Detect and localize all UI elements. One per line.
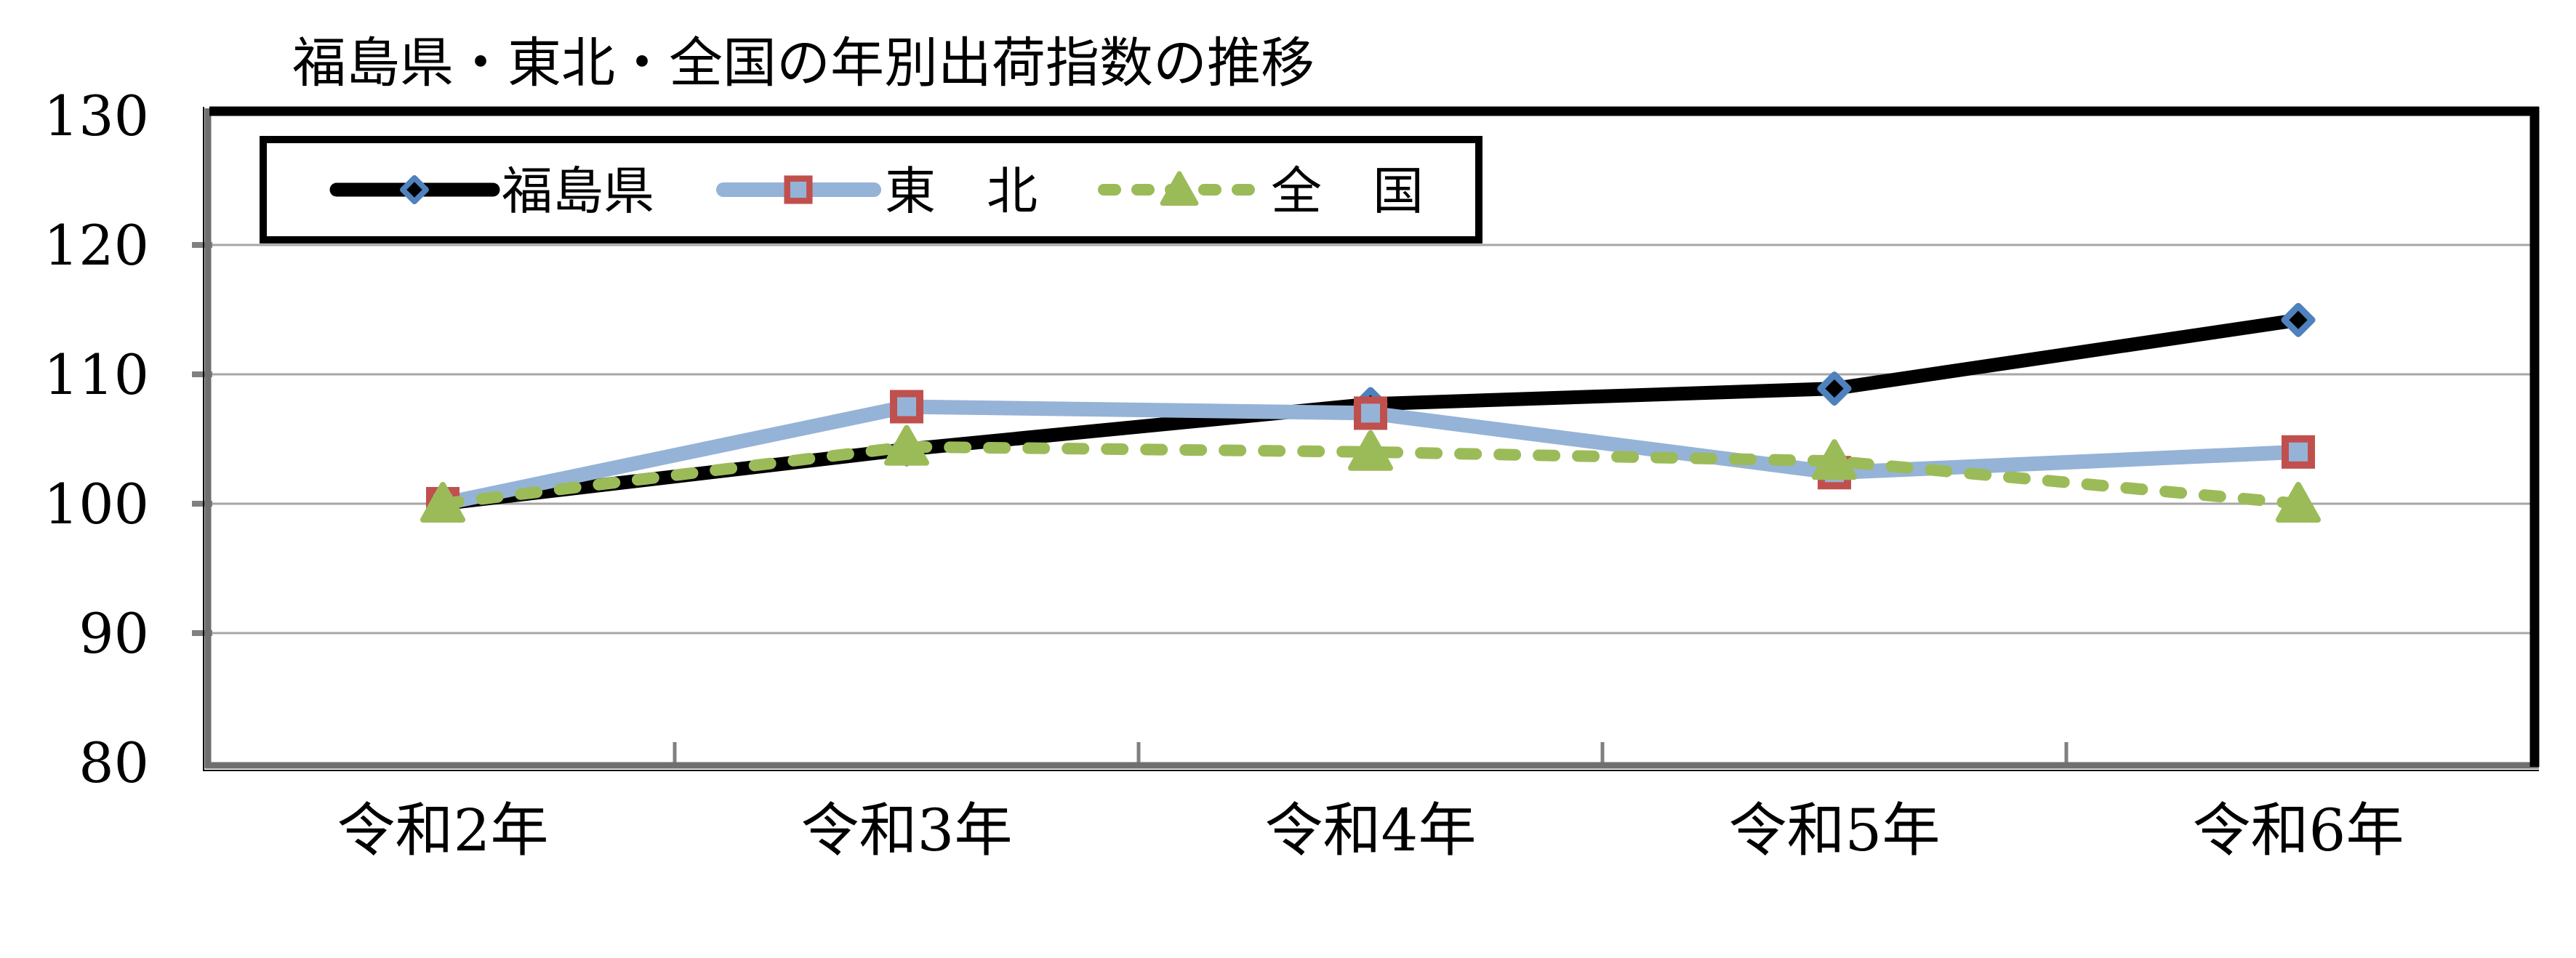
triangle-marker: [1160, 171, 1199, 206]
axis-labels: 130 120 110 100 90 80 令和2年 令和3年 令和4年 令和5年 令和6年: [44, 84, 2404, 864]
series-line-全国: [437, 440, 2304, 510]
x-axis-label: 令和2年: [337, 797, 549, 864]
plot-border: [203, 106, 2540, 771]
series-全国: [420, 424, 2321, 523]
diamond-marker: [400, 175, 429, 204]
square-marker: [890, 390, 923, 424]
legend: 福島県 東 北 全 国: [260, 136, 1482, 243]
triangle-marker: [884, 424, 929, 466]
data-series: [420, 302, 2321, 523]
y-axis-label-120: 120: [44, 213, 149, 278]
y-axis-label-100: 100: [44, 472, 149, 536]
legend-item-福島県: 福島県: [329, 161, 654, 221]
y-axis-label-90: 90: [79, 601, 149, 666]
legend-label: 東 北: [885, 161, 1038, 221]
x-axis-label: 令和5年: [1729, 797, 1941, 864]
y-axis-label-110: 110: [44, 342, 149, 407]
x-axis-label: 令和6年: [2193, 797, 2404, 864]
triangle-marker: [1348, 430, 1393, 471]
triangle-marker: [420, 482, 465, 523]
x-axis-label: 令和3年: [801, 797, 1013, 864]
square-marker: [2282, 435, 2315, 469]
chart-title: 福島県・東北・全国の年別出荷指数の推移: [292, 32, 1315, 94]
x-axis-label: 令和4年: [1265, 797, 1477, 864]
y-axis-label-130: 130: [44, 84, 149, 148]
y-axis-label-80: 80: [79, 730, 149, 795]
diamond-marker: [2281, 302, 2316, 337]
triangle-marker: [2276, 482, 2321, 523]
legend-label: 福島県: [502, 161, 654, 221]
legend-item-東北: 東 北: [716, 161, 1038, 221]
legend-item-全国: 全 国: [1098, 161, 1424, 221]
gridlines: [211, 243, 2530, 635]
square-marker: [1354, 396, 1387, 430]
diamond-marker: [1817, 371, 1852, 406]
triangle-marker: [1812, 439, 1857, 480]
square-marker: [784, 175, 813, 204]
legend-label: 全 国: [1271, 161, 1424, 221]
